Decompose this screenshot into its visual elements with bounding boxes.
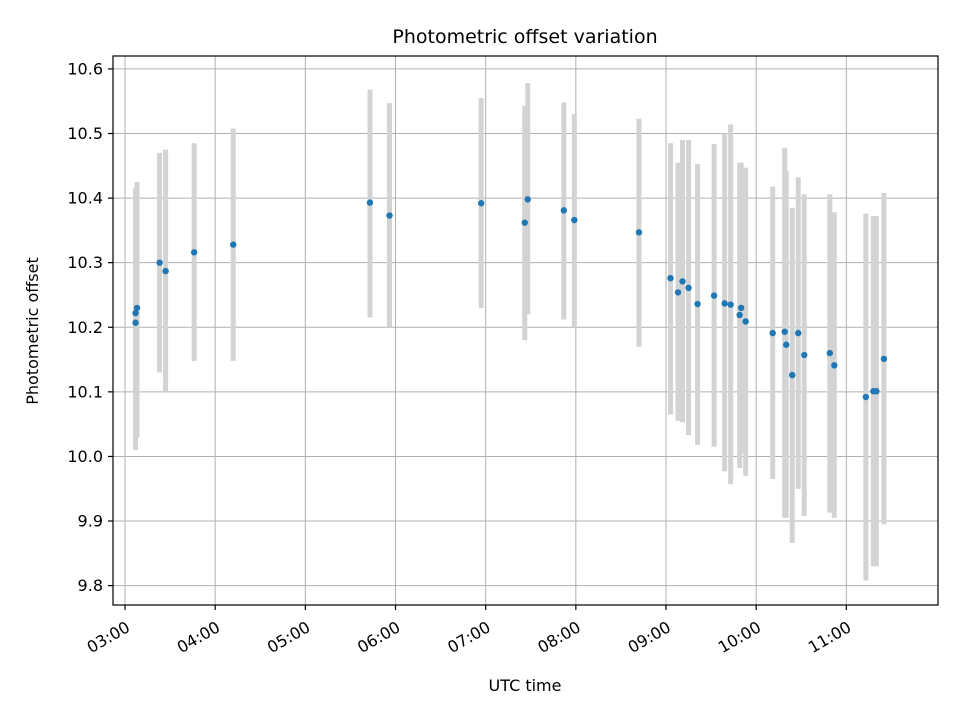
x-axis-ticks: 03:00 04:00 05:00 06:00 07:00 08:00 09:00 10:00… [84, 605, 854, 657]
data-point [679, 278, 686, 285]
data-point [132, 309, 139, 317]
y-axis-label: Photometric offset [23, 257, 42, 405]
x-tick-label: 06:00 [354, 617, 403, 657]
data-point [685, 284, 692, 292]
data-point [727, 301, 734, 308]
data-point [789, 371, 796, 379]
y-axis-ticks: 9.8 9.9 10.0 10.1 10.2 10.3 10.4 10.5 10.6 [67, 59, 113, 595]
data-point [667, 274, 674, 282]
y-tick-label: 10.2 [67, 318, 103, 337]
x-tick-label: 11:00 [805, 617, 854, 657]
data-points [132, 196, 888, 401]
data-point [366, 199, 374, 206]
data-point [721, 300, 728, 307]
y-tick-label: 9.9 [78, 512, 103, 531]
x-tick-label: 05:00 [264, 617, 313, 657]
data-point [710, 292, 718, 299]
data-point [133, 304, 141, 312]
x-tick-label: 10:00 [715, 617, 764, 657]
data-point [769, 329, 776, 337]
data-point [880, 355, 888, 363]
y-tick-label: 10.1 [67, 382, 103, 401]
chart-title: Photometric offset variation [392, 26, 657, 48]
data-point [862, 393, 870, 401]
data-point [831, 362, 838, 369]
data-point [736, 311, 743, 319]
data-point [386, 212, 393, 219]
x-tick-label: 08:00 [534, 617, 583, 657]
data-point [230, 241, 237, 248]
x-axis-label: UTC time [489, 676, 562, 695]
data-point [571, 216, 578, 224]
y-tick-label: 10.0 [67, 447, 103, 466]
x-tick-label: 09:00 [625, 617, 674, 657]
data-point [190, 249, 198, 256]
data-point [783, 341, 790, 348]
y-tick-label: 10.6 [67, 59, 103, 78]
data-point [674, 289, 682, 296]
data-point [694, 300, 701, 308]
data-point [873, 388, 880, 395]
data-point [737, 304, 745, 312]
data-point [635, 229, 643, 236]
data-point [795, 329, 802, 337]
data-point [826, 349, 834, 357]
y-tick-label: 10.5 [67, 124, 103, 143]
data-point [524, 196, 531, 203]
data-point [521, 219, 528, 226]
data-point [156, 259, 163, 266]
y-tick-label: 10.4 [67, 189, 103, 208]
x-tick-label: 03:00 [84, 617, 133, 657]
plot-frame [112, 55, 939, 606]
data-point [781, 328, 788, 335]
data-point [801, 351, 808, 359]
data-point [132, 319, 139, 326]
data-point [477, 200, 485, 207]
y-tick-label: 10.3 [67, 253, 103, 272]
y-tick-label: 9.8 [78, 576, 103, 595]
data-point [742, 318, 749, 325]
x-tick-label: 07:00 [444, 617, 493, 657]
data-point [560, 207, 568, 214]
x-tick-label: 04:00 [174, 617, 223, 657]
data-point [162, 267, 169, 275]
